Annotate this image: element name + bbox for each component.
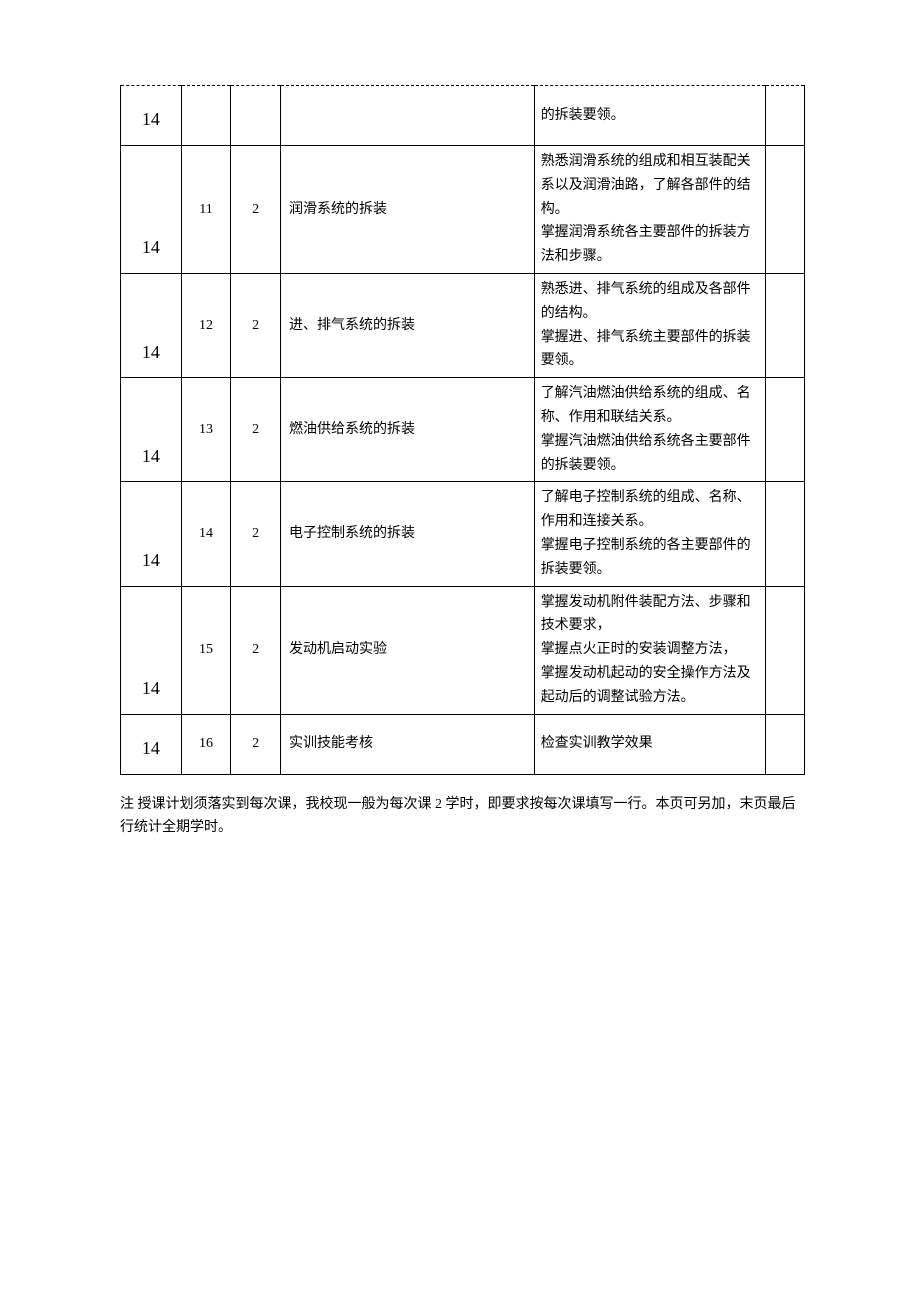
table-row: 14142电子控制系统的拆装了解电子控制系统的组成、名称、作用和连接关系。掌握电… xyxy=(121,482,805,586)
cell-col2: 16 xyxy=(181,714,231,774)
cell-col4 xyxy=(280,86,534,146)
course-plan-table: 14的拆装要领。14112润滑系统的拆装熟悉润滑系统的组成和相互装配关系以及润滑… xyxy=(120,85,805,775)
table-row: 14122进、排气系统的拆装熟悉进、排气系统的组成及各部件的结构。掌握进、排气系… xyxy=(121,273,805,377)
cell-col4: 燃油供给系统的拆装 xyxy=(280,378,534,482)
cell-col5: 了解汽油燃油供给系统的组成、名称、作用和联结关系。掌握汽油燃油供给系统各主要部件… xyxy=(534,378,766,482)
cell-col5: 掌握发动机附件装配方法、步骤和技术要求，掌握点火正时的安装调整方法，掌握发动机起… xyxy=(534,586,766,714)
table-body: 14的拆装要领。14112润滑系统的拆装熟悉润滑系统的组成和相互装配关系以及润滑… xyxy=(121,86,805,775)
cell-col4: 进、排气系统的拆装 xyxy=(280,273,534,377)
cell-col5: 了解电子控制系统的组成、名称、作用和连接关系。掌握电子控制系统的各主要部件的拆装… xyxy=(534,482,766,586)
cell-col3: 2 xyxy=(231,146,281,274)
cell-col4: 实训技能考核 xyxy=(280,714,534,774)
table-row: 14112润滑系统的拆装熟悉润滑系统的组成和相互装配关系以及润滑油路，了解各部件… xyxy=(121,146,805,274)
cell-col6 xyxy=(766,482,805,586)
cell-col1: 14 xyxy=(121,146,182,274)
cell-col1: 14 xyxy=(121,378,182,482)
cell-col6 xyxy=(766,86,805,146)
cell-col3: 2 xyxy=(231,378,281,482)
cell-col2 xyxy=(181,86,231,146)
cell-col1: 14 xyxy=(121,482,182,586)
table-row: 14152发动机启动实验掌握发动机附件装配方法、步骤和技术要求，掌握点火正时的安… xyxy=(121,586,805,714)
cell-col5: 熟悉润滑系统的组成和相互装配关系以及润滑油路，了解各部件的结构。掌握润滑系统各主… xyxy=(534,146,766,274)
cell-col6 xyxy=(766,273,805,377)
cell-col2: 12 xyxy=(181,273,231,377)
cell-col4: 电子控制系统的拆装 xyxy=(280,482,534,586)
cell-col2: 13 xyxy=(181,378,231,482)
cell-col5: 的拆装要领。 xyxy=(534,86,766,146)
cell-col4: 发动机启动实验 xyxy=(280,586,534,714)
cell-col3: 2 xyxy=(231,482,281,586)
table-row: 14 的拆装要领。 xyxy=(121,86,805,146)
table-row: 14162实训技能考核检查实训教学效果 xyxy=(121,714,805,774)
footnote-text: 注 授课计划须落实到每次课，我校现一般为每次课 2 学时，即要求按每次课填写一行… xyxy=(120,793,805,841)
cell-col2: 14 xyxy=(181,482,231,586)
cell-col3: 2 xyxy=(231,273,281,377)
table-row: 14132燃油供给系统的拆装了解汽油燃油供给系统的组成、名称、作用和联结关系。掌… xyxy=(121,378,805,482)
cell-col5: 熟悉进、排气系统的组成及各部件的结构。掌握进、排气系统主要部件的拆装要领。 xyxy=(534,273,766,377)
cell-col1: 14 xyxy=(121,86,182,146)
cell-col4: 润滑系统的拆装 xyxy=(280,146,534,274)
cell-col3 xyxy=(231,86,281,146)
cell-col2: 15 xyxy=(181,586,231,714)
cell-col5: 检查实训教学效果 xyxy=(534,714,766,774)
cell-col6 xyxy=(766,714,805,774)
cell-col6 xyxy=(766,378,805,482)
cell-col1: 14 xyxy=(121,273,182,377)
cell-col6 xyxy=(766,146,805,274)
cell-col1: 14 xyxy=(121,714,182,774)
cell-col3: 2 xyxy=(231,586,281,714)
cell-col1: 14 xyxy=(121,586,182,714)
cell-col2: 11 xyxy=(181,146,231,274)
cell-col3: 2 xyxy=(231,714,281,774)
cell-col6 xyxy=(766,586,805,714)
